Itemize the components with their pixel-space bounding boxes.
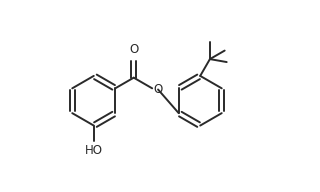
Text: O: O	[153, 83, 163, 96]
Text: O: O	[129, 43, 138, 56]
Text: HO: HO	[85, 145, 103, 157]
